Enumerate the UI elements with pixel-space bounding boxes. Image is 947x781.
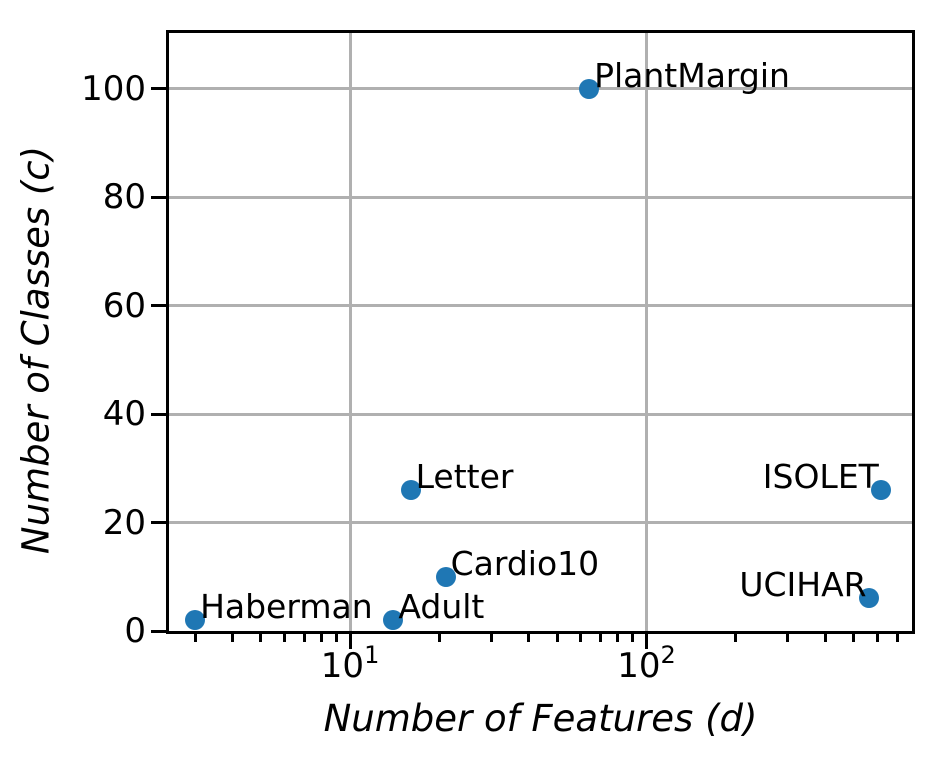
scatter-point-haberman (185, 610, 206, 631)
x-axis-minor-tick (193, 634, 197, 642)
x-axis-minor-tick (786, 634, 790, 642)
scatter-point-ucihar (858, 588, 879, 609)
x-axis-minor-tick (895, 634, 899, 642)
x-axis-minor-tick (319, 634, 323, 642)
x-gridline (645, 33, 649, 631)
point-label-ucihar: UCIHAR (739, 565, 867, 605)
x-axis-minor-tick (282, 634, 286, 642)
x-axis-minor-tick (823, 634, 827, 642)
x-axis-tick (645, 634, 649, 649)
y-gridline (169, 412, 912, 416)
x-axis-minor-tick (230, 634, 234, 642)
y-tick-label: 100 (81, 68, 146, 109)
y-axis-tick (151, 195, 166, 199)
y-tick-label: 0 (124, 611, 146, 651)
plot-area (166, 30, 915, 634)
y-tick-label: 40 (102, 394, 146, 435)
y-axis-tick (151, 412, 166, 416)
x-axis-minor-tick (335, 634, 339, 642)
y-gridline (169, 304, 912, 308)
x-axis-minor-tick (527, 634, 531, 642)
x-axis-minor-tick (555, 634, 559, 642)
point-label-cardio10: Cardio10 (450, 543, 600, 583)
point-label-adult: Adult (398, 587, 485, 627)
y-axis-tick (151, 87, 166, 91)
scatter-point-plantmargin (579, 78, 600, 99)
y-tick-label: 20 (102, 502, 146, 543)
x-axis-minor-tick (302, 634, 306, 642)
scatter-point-letter (400, 480, 421, 501)
x-axis-minor-tick (631, 634, 635, 642)
y-axis-tick (151, 304, 166, 308)
x-axis-minor-tick (259, 634, 263, 642)
x-axis-minor-tick (852, 634, 856, 642)
point-label-haberman: Haberman (200, 587, 373, 627)
x-axis-minor-tick (490, 634, 494, 642)
point-label-isolet: ISOLET (762, 457, 879, 497)
x-axis-label: Number of Features (d) (323, 697, 758, 740)
scatter-point-isolet (870, 480, 891, 501)
x-axis-minor-tick (875, 634, 879, 642)
x-axis-minor-tick (734, 634, 738, 642)
y-gridline (169, 195, 912, 199)
point-label-plantmargin: PlantMargin (594, 55, 790, 95)
x-axis-minor-tick (616, 634, 620, 642)
y-axis-tick (151, 521, 166, 525)
x-tick-label: 102 (617, 641, 676, 686)
y-gridline (169, 521, 912, 525)
x-gridline (348, 33, 352, 631)
x-axis-minor-tick (579, 634, 583, 642)
x-axis-tick (348, 634, 352, 649)
y-tick-label: 60 (102, 285, 146, 326)
x-axis-minor-tick (437, 634, 441, 642)
scatter-point-adult (383, 610, 404, 631)
y-axis-tick (151, 629, 166, 633)
y-tick-label: 80 (102, 177, 146, 218)
x-tick-label: 101 (320, 641, 380, 686)
y-axis-label: Number of Classes (c) (14, 145, 58, 555)
x-axis-minor-tick (599, 634, 603, 642)
y-gridline (169, 87, 912, 91)
scatter-point-cardio10 (435, 566, 456, 587)
point-label-letter: Letter (415, 457, 514, 497)
